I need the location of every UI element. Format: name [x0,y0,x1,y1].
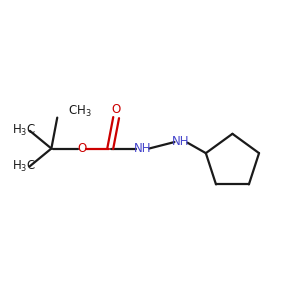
Text: H$_3$C: H$_3$C [12,123,36,138]
Text: O: O [112,103,121,116]
Text: H$_3$C: H$_3$C [12,159,36,174]
Text: O: O [78,142,87,155]
Text: CH$_3$: CH$_3$ [68,103,92,119]
Text: NH: NH [172,135,190,148]
Text: NH: NH [134,142,152,155]
